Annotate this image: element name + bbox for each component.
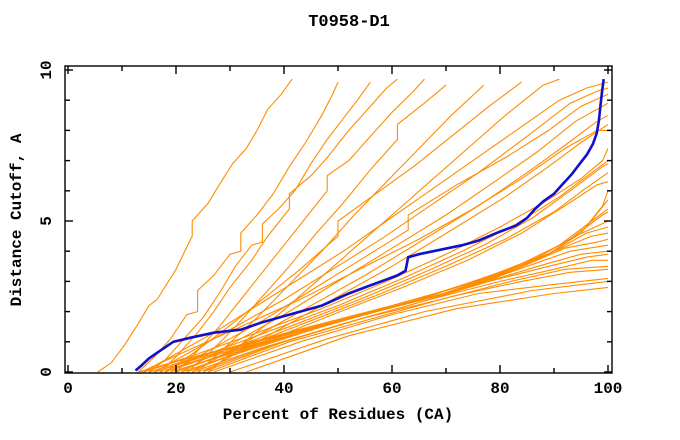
series-layer: [97, 78, 609, 373]
model-line: [154, 87, 609, 373]
y-tick-label: 0: [38, 367, 56, 377]
x-axis-label: Percent of Residues (CA): [223, 406, 453, 424]
model-line: [159, 78, 398, 373]
model-line: [213, 277, 609, 373]
model-line: [229, 280, 609, 373]
model-line: [202, 265, 609, 373]
y-tick-label: 10: [38, 60, 56, 79]
x-tick-label: 80: [490, 380, 509, 398]
x-tick-label: 60: [382, 380, 401, 398]
model-line: [159, 220, 609, 373]
model-line: [175, 78, 425, 373]
model-line: [202, 123, 609, 373]
highlight-model-line: [134, 78, 605, 372]
model-line: [208, 268, 609, 373]
y-axis-label: Distance Cutoff, A: [8, 133, 26, 306]
model-line: [137, 81, 339, 373]
model-line: [154, 211, 609, 373]
x-tick-label: 20: [166, 380, 185, 398]
model-line: [143, 148, 609, 373]
model-line: [148, 208, 609, 373]
model-line: [246, 286, 609, 373]
model-line: [165, 163, 609, 373]
model-line: [148, 81, 371, 373]
model-line: [140, 129, 608, 373]
model-line: [164, 81, 522, 373]
x-tick-label: 0: [63, 380, 73, 398]
model-line: [186, 250, 609, 373]
model-line: [138, 190, 609, 373]
model-line: [165, 226, 609, 373]
axes-layer: [64, 65, 613, 374]
tick-label-layer: 0 20 40 60 80 100 0 5 10: [38, 60, 622, 398]
y-tick-label: 5: [38, 216, 56, 226]
model-line: [97, 78, 293, 373]
x-tick-label: 40: [274, 380, 293, 398]
x-tick-label: 100: [594, 380, 623, 398]
model-line: [154, 160, 609, 373]
model-line: [181, 102, 609, 373]
chart-title: T0958-D1: [308, 13, 390, 32]
